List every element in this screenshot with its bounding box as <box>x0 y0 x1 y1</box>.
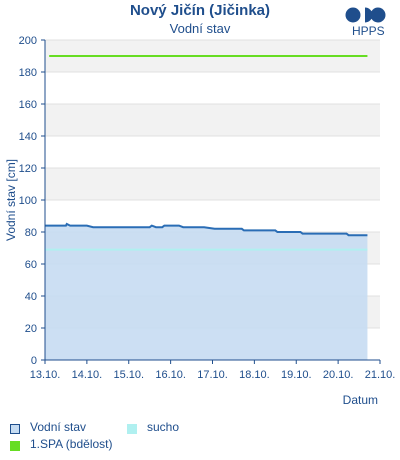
y-tick-label: 160 <box>19 99 37 111</box>
x-tick-label: 17.10. <box>197 369 228 381</box>
series-area-vodni-stav <box>45 224 368 360</box>
legend-swatch-1spa <box>10 441 20 451</box>
x-tick-label: 13.10. <box>30 369 61 381</box>
legend-swatch-sucho <box>127 424 137 434</box>
series-line-vodni-stav <box>45 222 368 237</box>
logo-text: HPPS <box>352 24 385 38</box>
x-tick-label: 14.10. <box>72 369 103 381</box>
x-tick-label: 15.10. <box>113 369 144 381</box>
y-tick-label: 80 <box>25 227 37 239</box>
grid-band <box>45 168 380 200</box>
chart-title: Nový Jičín (Jičinka) <box>129 2 271 19</box>
grid-band <box>45 104 380 136</box>
y-tick-label: 100 <box>19 195 37 207</box>
y-tick-label: 120 <box>19 163 37 175</box>
y-axis-label: Vodní stav [cm] <box>4 159 18 241</box>
chart-subtitle: Vodní stav <box>169 21 231 36</box>
y-tick-label: 200 <box>19 35 37 47</box>
x-tick-label: 19.10. <box>281 369 312 381</box>
x-axis-label: Datum <box>343 393 378 407</box>
x-tick-label: 20.10. <box>323 369 354 381</box>
y-tick-label: 20 <box>25 323 37 335</box>
y-tick-label: 0 <box>31 355 37 367</box>
y-tick-label: 40 <box>25 291 37 303</box>
hpps-logo-icon <box>345 7 386 23</box>
legend-label-sucho: sucho <box>147 420 180 434</box>
legend-label-vodni-stav: Vodní stav <box>30 420 87 434</box>
x-tick-label: 16.10. <box>155 369 186 381</box>
y-tick-label: 140 <box>19 131 37 143</box>
x-tick-label: 21.10. <box>365 369 396 381</box>
legend-label-1spa: 1.SPA (bdělost) <box>30 437 113 451</box>
legend-swatch-vodni-stav <box>10 424 20 434</box>
y-tick-label: 60 <box>25 259 37 271</box>
y-tick-label: 180 <box>19 67 37 79</box>
x-tick-label: 18.10. <box>239 369 270 381</box>
